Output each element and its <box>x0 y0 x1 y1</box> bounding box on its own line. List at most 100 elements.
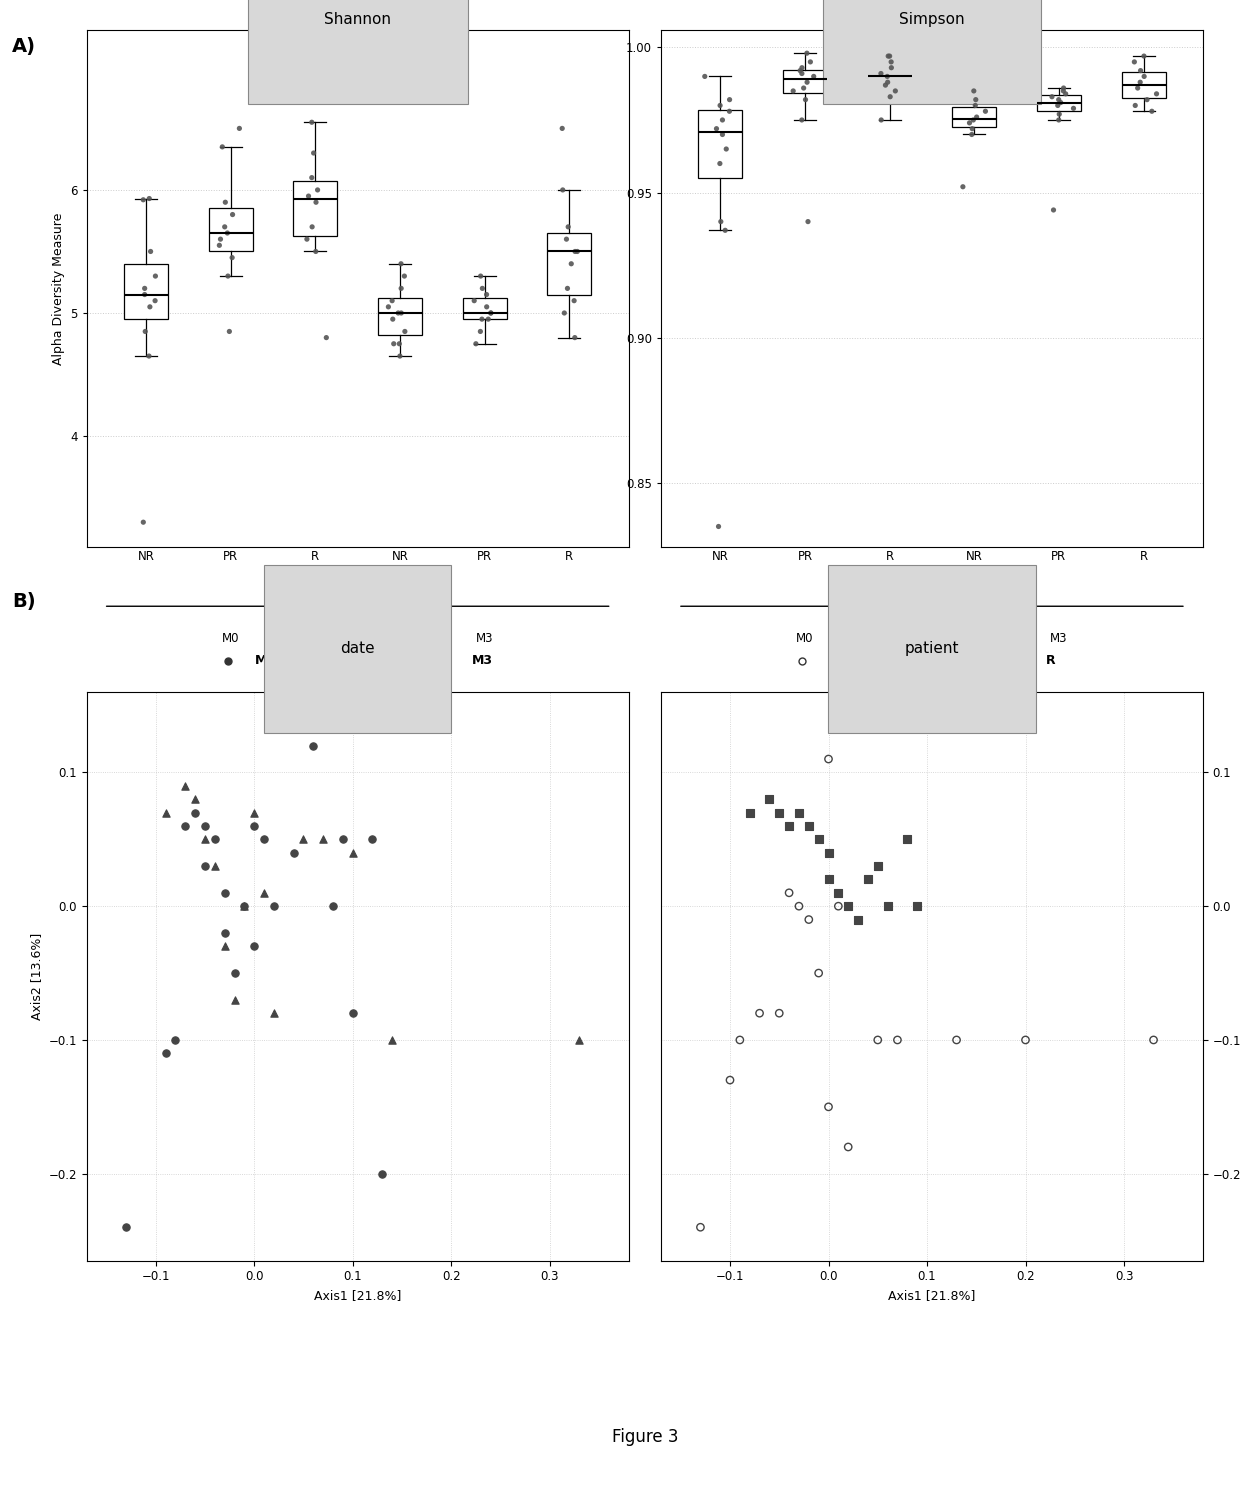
Point <box>838 894 858 918</box>
Point <box>139 187 159 211</box>
Point <box>218 264 238 288</box>
Text: A): A) <box>12 37 36 57</box>
Point <box>284 840 304 864</box>
Point <box>195 854 215 878</box>
Point <box>391 345 410 369</box>
Point <box>868 854 888 878</box>
Point <box>565 240 585 264</box>
Point <box>216 190 236 214</box>
Point <box>215 935 234 959</box>
Point <box>219 319 239 343</box>
Point <box>960 111 980 135</box>
Title: Shannon: Shannon <box>324 12 391 27</box>
Point <box>565 325 585 349</box>
Point <box>966 88 986 112</box>
PathPatch shape <box>1121 72 1166 99</box>
Point <box>715 219 735 243</box>
Point <box>1142 99 1162 123</box>
Point <box>720 1068 740 1092</box>
Point <box>711 151 730 175</box>
Point <box>708 514 728 538</box>
Point <box>254 827 274 851</box>
Point <box>234 894 254 918</box>
Point <box>139 345 159 369</box>
Point <box>799 908 818 932</box>
Point <box>1135 64 1154 88</box>
PathPatch shape <box>208 208 253 252</box>
Point <box>210 234 229 258</box>
Point <box>294 827 314 851</box>
Point <box>962 117 982 141</box>
Point <box>384 331 404 355</box>
Point <box>1147 82 1167 106</box>
Text: M0: M0 <box>796 632 813 646</box>
Point <box>304 141 324 165</box>
Point <box>562 252 582 276</box>
Point <box>334 827 353 851</box>
Point <box>882 49 901 73</box>
Point <box>1137 88 1157 112</box>
Point <box>301 166 321 190</box>
Point <box>224 962 244 986</box>
Point <box>1127 76 1147 100</box>
Point <box>222 246 242 270</box>
Point <box>878 64 898 88</box>
Point <box>1055 82 1075 106</box>
Point <box>479 307 498 331</box>
Point <box>342 1001 362 1025</box>
Point <box>134 187 154 211</box>
Point <box>481 301 501 325</box>
Text: M3: M3 <box>1050 632 1068 646</box>
Point <box>382 289 402 313</box>
Point <box>476 283 496 307</box>
Point <box>156 800 176 824</box>
Point <box>898 827 918 851</box>
Point <box>818 840 838 864</box>
Point <box>1049 108 1069 132</box>
Point <box>818 867 838 891</box>
Point <box>1049 102 1069 126</box>
Point <box>730 1028 750 1052</box>
Point <box>769 1001 789 1025</box>
Point <box>244 813 264 837</box>
Point <box>769 800 789 824</box>
Point <box>878 43 898 67</box>
Text: M3: M3 <box>476 632 494 646</box>
Point <box>799 813 818 837</box>
Point <box>316 325 336 349</box>
Point <box>464 289 484 313</box>
Point <box>472 307 492 331</box>
Point <box>878 70 898 94</box>
Point <box>848 908 868 932</box>
Text: NR: NR <box>830 655 849 668</box>
Point <box>342 840 362 864</box>
Point <box>1143 1028 1163 1052</box>
Point <box>558 277 578 301</box>
Point <box>779 881 799 905</box>
Point <box>554 301 574 325</box>
PathPatch shape <box>547 234 591 295</box>
Text: M0: M0 <box>254 655 275 668</box>
Point <box>557 228 577 252</box>
Point <box>1054 76 1074 100</box>
Point <box>224 987 244 1011</box>
Point <box>264 894 284 918</box>
Point <box>195 827 215 851</box>
Point <box>383 307 403 331</box>
Point <box>223 202 243 226</box>
Point <box>392 277 412 301</box>
Point <box>205 827 224 851</box>
Point <box>195 813 215 837</box>
Point <box>962 123 982 147</box>
Point <box>792 108 812 132</box>
Point <box>135 277 155 301</box>
Point <box>801 49 821 73</box>
Point <box>552 117 572 141</box>
Point <box>306 190 326 214</box>
Point <box>808 962 828 986</box>
Point <box>217 222 237 246</box>
Point <box>885 79 905 103</box>
Point <box>205 854 224 878</box>
Point <box>818 748 838 771</box>
Point <box>784 79 804 103</box>
